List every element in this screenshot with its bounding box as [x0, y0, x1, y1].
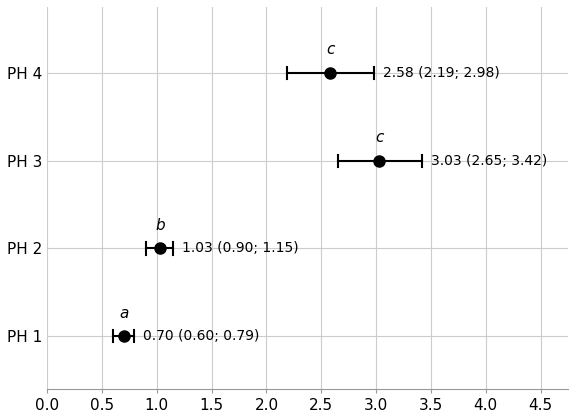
Text: c: c: [326, 42, 334, 57]
Text: 2.58 (2.19; 2.98): 2.58 (2.19; 2.98): [383, 66, 500, 80]
Text: 1.03 (0.90; 1.15): 1.03 (0.90; 1.15): [182, 241, 298, 255]
Text: 0.70 (0.60; 0.79): 0.70 (0.60; 0.79): [143, 329, 259, 343]
Text: c: c: [375, 130, 384, 145]
Text: 3.03 (2.65; 3.42): 3.03 (2.65; 3.42): [431, 154, 547, 168]
Text: a: a: [119, 305, 129, 320]
Text: b: b: [155, 218, 165, 233]
